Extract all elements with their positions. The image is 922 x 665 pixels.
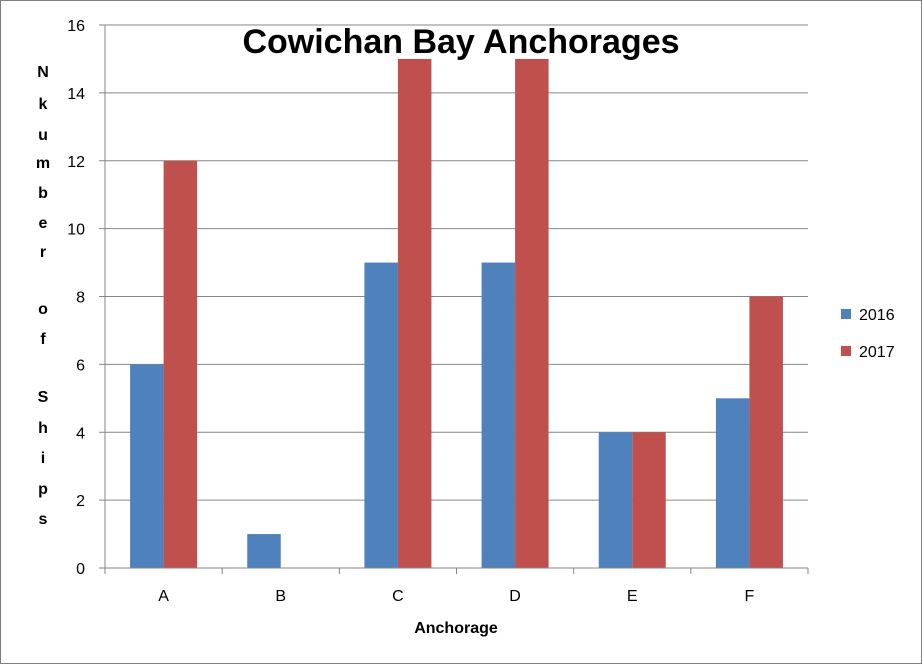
y-axis-title-char: N bbox=[37, 64, 49, 81]
x-tick-label: D bbox=[509, 588, 521, 605]
legend-swatch-2016 bbox=[841, 309, 851, 319]
y-tick-label: 2 bbox=[76, 493, 85, 510]
legend-label-2017: 2017 bbox=[859, 344, 895, 361]
x-tick-label: B bbox=[275, 588, 286, 605]
y-axis-title-char: S bbox=[38, 389, 49, 406]
y-axis-title-char: s bbox=[39, 511, 48, 528]
y-tick-label: 14 bbox=[67, 86, 85, 103]
y-tick-label: 0 bbox=[76, 561, 85, 578]
x-axis-title: Anchorage bbox=[414, 620, 498, 637]
y-axis-title-char: f bbox=[40, 331, 46, 348]
bar-2017-D bbox=[515, 58, 549, 568]
y-axis-title-char: h bbox=[38, 420, 48, 437]
y-axis-title-char: e bbox=[39, 215, 48, 232]
bar-2016-D bbox=[481, 262, 516, 568]
bar-2016-E bbox=[598, 432, 633, 568]
legend: 2016 2017 bbox=[841, 307, 895, 361]
legend-label-2016: 2016 bbox=[859, 307, 895, 324]
y-tick-label: 16 bbox=[67, 18, 85, 35]
y-axis-title-char: o bbox=[38, 301, 48, 318]
y-axis-title-char: p bbox=[38, 481, 48, 498]
x-tick-label: F bbox=[745, 588, 755, 605]
x-tick-label: A bbox=[158, 588, 169, 605]
bar-2016-C bbox=[364, 262, 398, 568]
gridlines bbox=[105, 24, 808, 501]
y-tick-label: 6 bbox=[76, 357, 85, 374]
chart-title: Cowichan Bay Anchorages bbox=[242, 23, 679, 61]
bars bbox=[130, 58, 783, 568]
bar-2017-A bbox=[163, 160, 198, 568]
x-tick-label: E bbox=[627, 588, 638, 605]
x-tick-label: C bbox=[392, 588, 404, 605]
bar-2016-B bbox=[247, 534, 281, 568]
bar-2017-C bbox=[397, 58, 432, 568]
bar-2017-E bbox=[632, 432, 666, 568]
y-tick-label: 8 bbox=[76, 290, 85, 307]
axes bbox=[99, 24, 809, 574]
y-axis-title-char: r bbox=[40, 244, 46, 261]
y-axis-title-char: b bbox=[38, 185, 48, 202]
bar-2017-F bbox=[749, 296, 783, 568]
y-tick-labels: 0 2 4 6 8 10 12 14 16 bbox=[67, 18, 85, 578]
x-tick-labels: A B C D E F bbox=[158, 588, 754, 605]
y-tick-label: 10 bbox=[67, 222, 85, 239]
y-axis-title-char: k bbox=[39, 96, 48, 113]
y-axis-title-char: i bbox=[41, 450, 45, 467]
y-axis-title-char: u bbox=[38, 127, 48, 144]
y-tick-label: 4 bbox=[76, 425, 85, 442]
bar-2016-A bbox=[130, 364, 164, 568]
legend-swatch-2017 bbox=[841, 346, 851, 356]
y-axis-title-char: m bbox=[36, 155, 50, 172]
bar-2016-F bbox=[715, 398, 750, 568]
y-tick-label: 12 bbox=[67, 154, 85, 171]
